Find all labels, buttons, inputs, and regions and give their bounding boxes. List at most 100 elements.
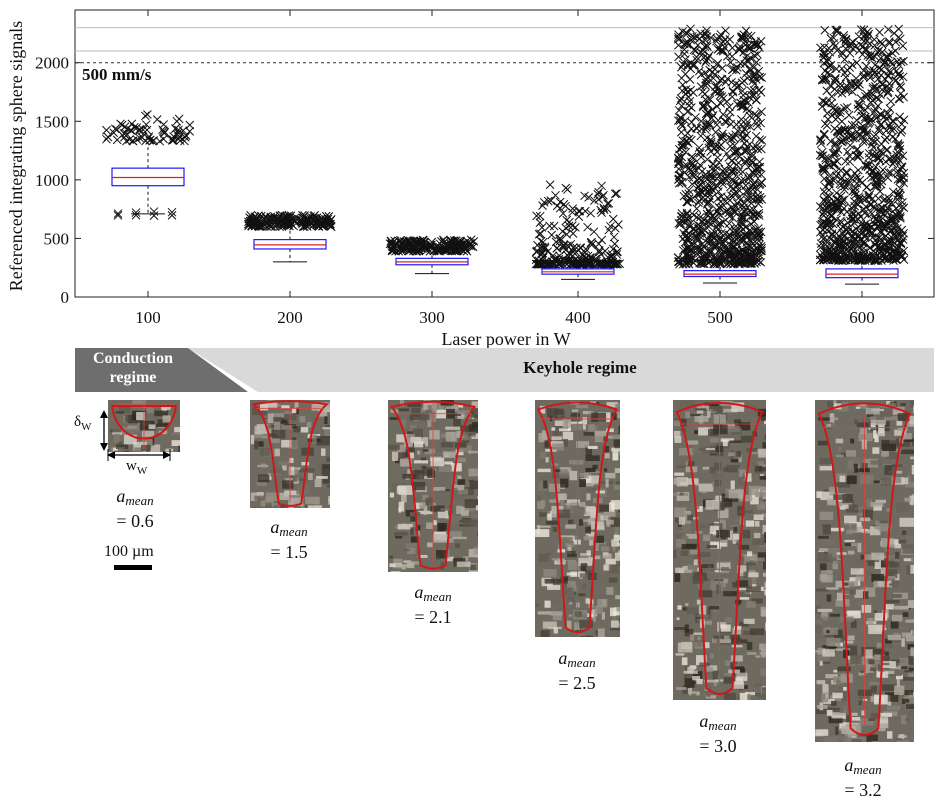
grain-patch <box>579 636 594 637</box>
outlier-marker <box>418 235 428 245</box>
grain-patch <box>739 510 754 514</box>
grain-patch <box>886 554 896 561</box>
grain-patch <box>473 547 478 555</box>
grain-patch <box>838 402 849 412</box>
grain-patch <box>554 419 564 426</box>
outlier-marker <box>131 208 141 217</box>
outlier-marker <box>149 207 159 216</box>
grain-patch <box>537 611 552 615</box>
grain-patch <box>751 598 763 604</box>
outlier-marker <box>866 200 875 210</box>
grain-patch <box>606 402 619 408</box>
grain-patch <box>259 403 268 411</box>
grain-patch <box>422 449 429 452</box>
outlier-marker <box>868 149 877 159</box>
grain-patch <box>749 578 764 584</box>
outlier-marker <box>606 257 616 267</box>
grain-patch <box>712 473 724 479</box>
outlier-marker <box>695 189 705 199</box>
grain-patch <box>419 502 426 509</box>
grain-patch <box>678 516 686 525</box>
grain-patch <box>843 545 857 552</box>
grain-patch <box>250 434 255 445</box>
outlier-marker <box>142 125 152 135</box>
caption-symbol: a <box>414 582 424 602</box>
grain-patch <box>827 548 840 558</box>
outlier-marker <box>718 217 728 227</box>
grain-patch <box>865 649 873 659</box>
grain-patch <box>595 430 607 437</box>
outlier-marker <box>884 121 894 130</box>
outlier-marker <box>756 144 766 154</box>
outlier-marker <box>895 141 905 151</box>
outlier-marker <box>858 238 868 248</box>
outlier-marker <box>752 57 761 67</box>
caption-value: = 2.1 <box>414 607 452 627</box>
grain-patch <box>823 736 838 742</box>
grain-patch <box>588 424 595 431</box>
grain-patch <box>674 436 682 443</box>
grain-patch <box>722 439 728 447</box>
grain-patch <box>761 513 766 518</box>
caption-value: = 1.5 <box>270 542 308 562</box>
grain-patch <box>746 601 756 608</box>
grain-patch <box>817 535 829 539</box>
grain-patch <box>618 425 620 435</box>
outlier-marker <box>698 45 708 55</box>
outlier-marker <box>461 240 470 249</box>
outlier-marker <box>715 142 724 151</box>
grain-patch <box>602 553 612 559</box>
outlier-marker <box>836 137 846 146</box>
box <box>825 268 899 279</box>
outlier-marker <box>741 146 751 156</box>
grain-patch <box>601 611 605 620</box>
outlier-marker <box>727 77 736 87</box>
grain-patch <box>673 549 677 559</box>
grain-patch <box>835 431 841 435</box>
outlier-marker <box>714 87 724 97</box>
grain-patch <box>455 543 461 548</box>
outlier-marker <box>535 211 545 221</box>
grain-patch <box>864 587 876 597</box>
outlier-marker <box>721 206 731 216</box>
grain-patch <box>836 454 844 458</box>
grain-patch <box>912 585 914 590</box>
outlier-marker <box>899 255 909 264</box>
grain-patch <box>676 617 680 620</box>
grain-patch <box>677 605 682 610</box>
outlier-marker <box>876 207 885 216</box>
grain-patch <box>713 424 728 435</box>
outlier-marker <box>681 136 690 146</box>
outlier-marker <box>884 242 893 251</box>
grain-patch <box>853 458 863 468</box>
outlier-marker <box>879 220 889 230</box>
grain-patch <box>848 504 858 509</box>
grain-patch <box>419 524 423 530</box>
grain-patch <box>680 418 687 427</box>
grain-patch <box>859 656 874 661</box>
grain-patch <box>604 468 608 472</box>
outlier-marker <box>606 221 615 231</box>
grain-patch <box>816 491 822 498</box>
grain-patch <box>895 674 903 680</box>
grain-patch <box>574 611 582 617</box>
grain-patch <box>599 504 612 512</box>
outlier-marker <box>867 139 877 149</box>
outlier-marker <box>865 39 874 49</box>
caption-symbol: a <box>844 755 854 775</box>
outlier-marker <box>692 52 701 62</box>
grain-patch <box>447 531 462 538</box>
outlier-marker <box>876 90 885 100</box>
outlier-marker <box>753 144 763 154</box>
grain-patch <box>708 606 721 610</box>
grain-patch <box>723 498 733 507</box>
grain-patch <box>673 477 679 485</box>
caption-symbol: a <box>270 517 280 537</box>
grain-patch <box>845 450 857 457</box>
outlier-marker <box>856 25 866 34</box>
grain-patch <box>738 476 745 485</box>
outlier-marker <box>887 60 897 69</box>
grain-patch <box>618 618 620 624</box>
grain-patch <box>860 403 866 406</box>
outlier-marker <box>686 135 696 145</box>
